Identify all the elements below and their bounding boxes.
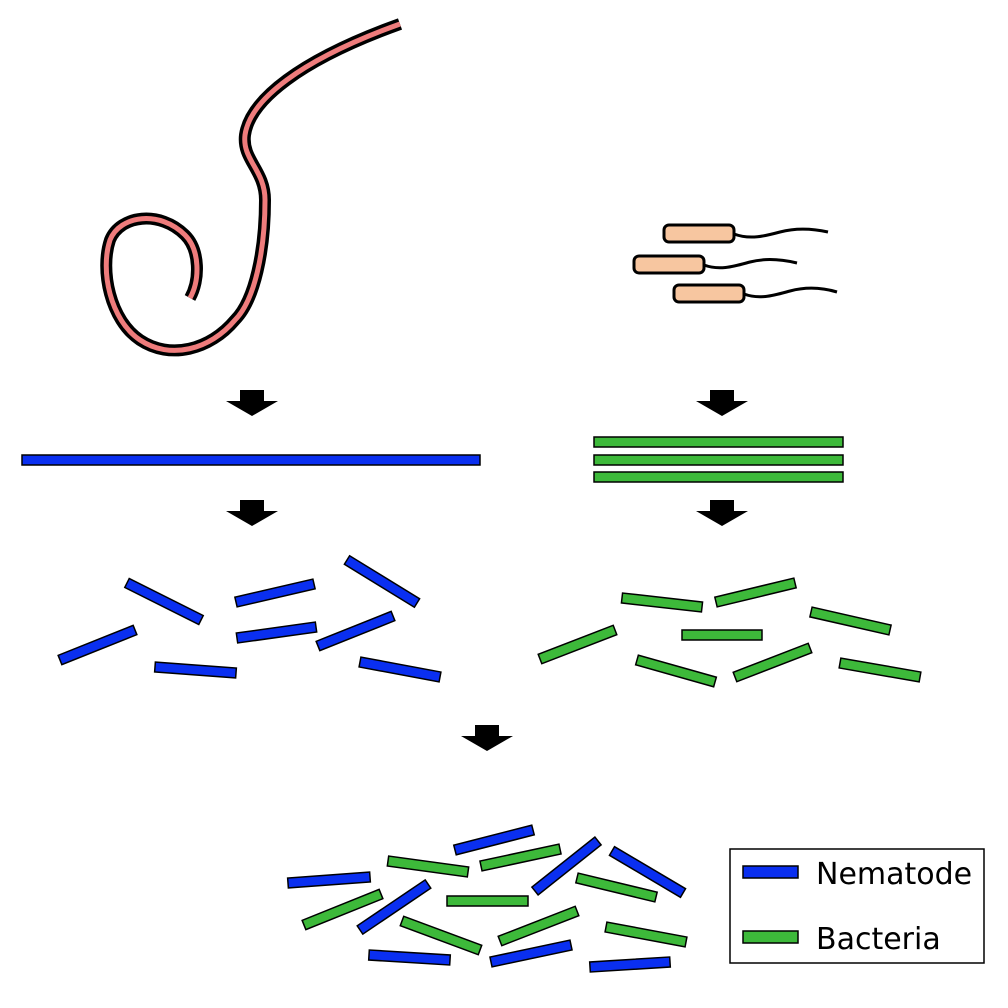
nematode-fragment (588, 956, 672, 973)
legend-label-bacteria: Bacteria (816, 922, 941, 957)
down-arrow-icon (226, 390, 278, 416)
legend: Nematode Bacteria (729, 848, 985, 964)
bacteria-fragments (537, 577, 922, 688)
nematode-fragment (356, 878, 432, 936)
nematode-genome (21, 454, 481, 466)
nematode-fragment (608, 845, 687, 899)
nematode-fragment (343, 554, 421, 609)
nematode-genome-strand (21, 454, 481, 466)
nematode-fragment (367, 949, 452, 966)
bacteria-fragment (479, 843, 562, 872)
bacterium-cell (632, 254, 798, 275)
mixed-fragments (286, 824, 688, 973)
down-arrow-icon (461, 725, 513, 751)
bacteria-fragment (620, 592, 704, 613)
bacteria-cells-icon (632, 223, 838, 304)
bacteria-fragment (497, 905, 580, 947)
nematode-fragment (57, 624, 138, 666)
down-arrow-icon (226, 500, 278, 526)
bacteria-fragment (301, 888, 384, 931)
nematode-worm-icon (100, 18, 403, 357)
bacteria-fragment (838, 657, 922, 683)
nematode-fragments (57, 554, 442, 683)
down-arrow-icon (696, 500, 748, 526)
legend-swatch-nematode (742, 865, 799, 879)
bacteria-fragment (446, 895, 529, 907)
legend-label-nematode: Nematode (816, 857, 972, 892)
nematode-fragment (489, 939, 573, 968)
bacteria-genome-strand (593, 436, 844, 448)
arrows-group (226, 390, 748, 751)
bacteria-fragment (399, 915, 483, 956)
bacteria-fragment (681, 629, 763, 641)
nematode-fragment (358, 656, 442, 683)
bacteria-fragment (386, 855, 470, 878)
bacteria-fragment (713, 577, 798, 608)
nematode-fragment (286, 871, 372, 889)
bacteria-genome-strand (593, 454, 844, 466)
bacteria-fragment (537, 624, 618, 665)
nematode-fragment (452, 824, 536, 856)
nematode-fragment (530, 836, 603, 896)
bacterium-cell (672, 283, 838, 304)
nematode-fragment (235, 621, 318, 644)
legend-swatch-bacteria (742, 930, 799, 944)
bacteria-fragment (634, 654, 718, 688)
down-arrow-icon (696, 390, 748, 416)
nematode-fragment (123, 577, 205, 626)
nematode-fragment (153, 661, 238, 679)
nematode-fragment (233, 578, 317, 608)
nematode-fragment (315, 610, 396, 652)
worm-body (103, 21, 401, 353)
bacteria-fragment (574, 872, 659, 903)
bacterium-cell (662, 223, 829, 244)
bacteria-fragment (732, 642, 813, 683)
bacteria-genomes (593, 436, 844, 483)
bacteria-genome-strand (593, 471, 844, 483)
bacteria-fragment (808, 606, 893, 636)
bacteria-fragment (604, 921, 688, 948)
